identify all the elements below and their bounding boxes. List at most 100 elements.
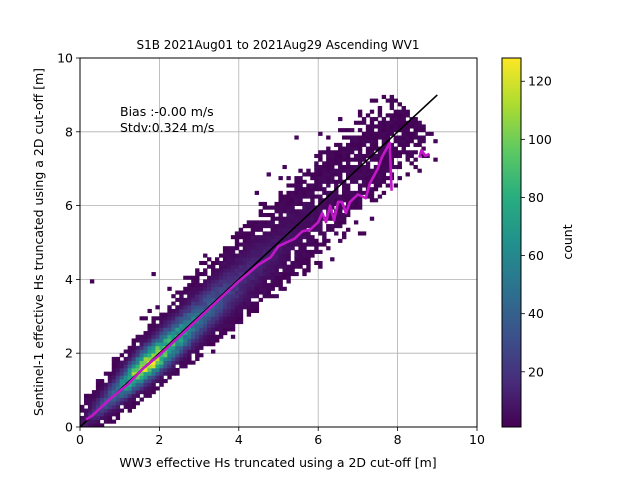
heatmap-cell <box>338 176 343 181</box>
heatmap-cell <box>131 401 136 406</box>
heatmap-cell <box>159 375 164 380</box>
heatmap-cell <box>171 342 176 347</box>
heatmap-cell <box>211 272 216 277</box>
heatmap-cell <box>159 323 164 328</box>
heatmap-cell <box>191 297 196 302</box>
heatmap-cell <box>127 349 133 354</box>
heatmap-cell <box>334 168 339 173</box>
heatmap-cell <box>143 375 148 380</box>
heatmap-cell <box>318 179 323 184</box>
heatmap-cell <box>353 198 359 203</box>
heatmap-cell <box>131 379 136 384</box>
heatmap-cell <box>334 142 339 147</box>
heatmap-cell <box>385 161 391 166</box>
heatmap-cell <box>365 179 371 184</box>
heatmap-cell <box>417 135 422 140</box>
heatmap-cell <box>230 316 236 321</box>
heatmap-cell <box>314 216 319 221</box>
heatmap-cell <box>254 253 260 258</box>
heatmap-cell <box>234 316 240 321</box>
heatmap-cell <box>330 194 335 199</box>
heatmap-cell <box>107 393 113 398</box>
heatmap-cell <box>306 183 311 188</box>
heatmap-cell <box>373 179 379 184</box>
heatmap-cell <box>151 353 156 358</box>
heatmap-cell <box>393 128 398 133</box>
heatmap-cell <box>298 253 303 258</box>
heatmap-cell <box>262 220 267 225</box>
heatmap-cell <box>115 367 121 373</box>
heatmap-cell <box>417 139 422 144</box>
heatmap-cell <box>361 176 367 181</box>
heatmap-cell <box>345 135 351 140</box>
heatmap-cell <box>179 338 184 343</box>
heatmap-cell <box>322 238 327 243</box>
heatmap-cell <box>230 253 236 258</box>
heatmap-cell <box>302 260 307 266</box>
heatmap-cell <box>274 253 279 258</box>
heatmap-cell <box>195 272 200 277</box>
heatmap-cell <box>183 316 188 321</box>
heatmap-cell <box>381 168 387 173</box>
heatmap-cell <box>195 305 200 310</box>
heatmap-cell <box>314 165 319 170</box>
heatmap-cell <box>179 353 184 358</box>
heatmap-cell <box>107 404 113 409</box>
heatmap-cell <box>282 201 287 206</box>
heatmap-cell <box>294 209 299 214</box>
heatmap-cell <box>91 408 97 413</box>
heatmap-cell <box>338 238 343 243</box>
heatmap-cell <box>357 172 363 177</box>
heatmap-cell <box>199 331 204 336</box>
heatmap-cell <box>131 367 136 373</box>
heatmap-cell <box>218 286 224 291</box>
heatmap-cell <box>226 264 232 269</box>
heatmap-cell <box>381 135 387 140</box>
heatmap-cell <box>262 283 267 288</box>
heatmap-cell <box>314 227 319 232</box>
heatmap-cell <box>111 360 117 365</box>
heatmap-cell <box>246 294 252 299</box>
heatmap-cell <box>334 190 339 195</box>
heatmap-cell <box>234 290 240 295</box>
heatmap-cell <box>306 253 311 258</box>
heatmap-cell <box>222 253 228 258</box>
heatmap-cell <box>187 316 192 321</box>
heatmap-cell <box>365 139 371 144</box>
heatmap-cell <box>270 212 275 218</box>
heatmap-cell <box>254 279 260 284</box>
heatmap-cell <box>413 124 418 129</box>
heatmap-cell <box>266 260 271 266</box>
heatmap-cell <box>163 353 168 358</box>
heatmap-cell <box>262 231 267 236</box>
heatmap-cell <box>342 212 347 218</box>
heatmap-cell <box>369 109 375 114</box>
heatmap-cell <box>254 275 260 280</box>
heatmap-cell <box>242 235 248 240</box>
heatmap-cell <box>405 139 410 144</box>
heatmap-cell <box>159 331 164 336</box>
heatmap-cell <box>326 153 331 159</box>
heatmap-cell <box>115 404 121 409</box>
heatmap-cell <box>207 286 212 291</box>
heatmap-cell <box>353 179 359 184</box>
heatmap-cell <box>298 264 303 269</box>
heatmap-cell <box>282 253 287 258</box>
heatmap-cell <box>246 249 252 254</box>
heatmap-cell <box>95 379 101 384</box>
heatmap-cell <box>234 268 240 273</box>
heatmap-cell <box>369 198 375 203</box>
heatmap-cell <box>330 150 335 155</box>
heatmap-cell <box>191 349 196 354</box>
heatmap-cell <box>171 360 176 365</box>
heatmap-cell <box>353 157 359 162</box>
heatmap-cell <box>107 415 113 421</box>
heatmap-cell <box>230 257 236 262</box>
heatmap-cell <box>238 305 244 310</box>
heatmap-cell <box>314 194 319 199</box>
heatmap-cell <box>342 165 347 170</box>
heatmap-cell <box>357 161 363 166</box>
heatmap-cell <box>338 128 343 133</box>
heatmap-cell <box>290 194 295 199</box>
heatmap-cell <box>338 157 343 162</box>
